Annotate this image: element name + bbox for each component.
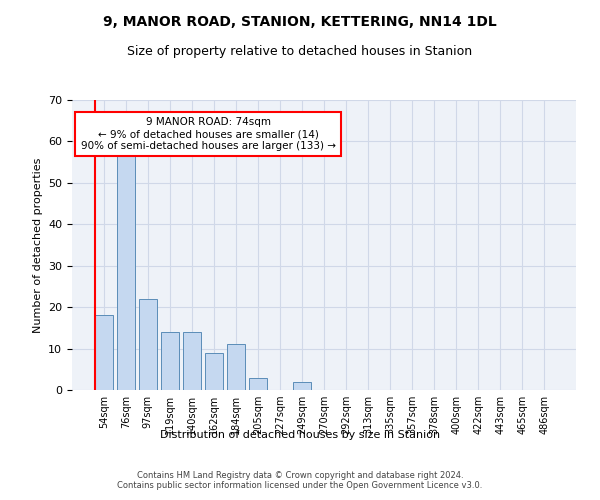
Bar [293, 382, 311, 390]
Y-axis label: Number of detached properties: Number of detached properties [32, 158, 43, 332]
Bar [139, 299, 157, 390]
Bar [227, 344, 245, 390]
Bar [161, 332, 179, 390]
Text: Contains HM Land Registry data © Crown copyright and database right 2024.
Contai: Contains HM Land Registry data © Crown c… [118, 470, 482, 490]
Bar [183, 332, 200, 390]
Bar [95, 316, 113, 390]
Text: 9 MANOR ROAD: 74sqm
← 9% of detached houses are smaller (14)
90% of semi-detache: 9 MANOR ROAD: 74sqm ← 9% of detached hou… [80, 118, 335, 150]
Text: Distribution of detached houses by size in Stanion: Distribution of detached houses by size … [160, 430, 440, 440]
Bar [249, 378, 267, 390]
Bar [205, 352, 223, 390]
Text: Size of property relative to detached houses in Stanion: Size of property relative to detached ho… [127, 45, 473, 58]
Text: 9, MANOR ROAD, STANION, KETTERING, NN14 1DL: 9, MANOR ROAD, STANION, KETTERING, NN14 … [103, 15, 497, 29]
Bar [117, 154, 134, 390]
